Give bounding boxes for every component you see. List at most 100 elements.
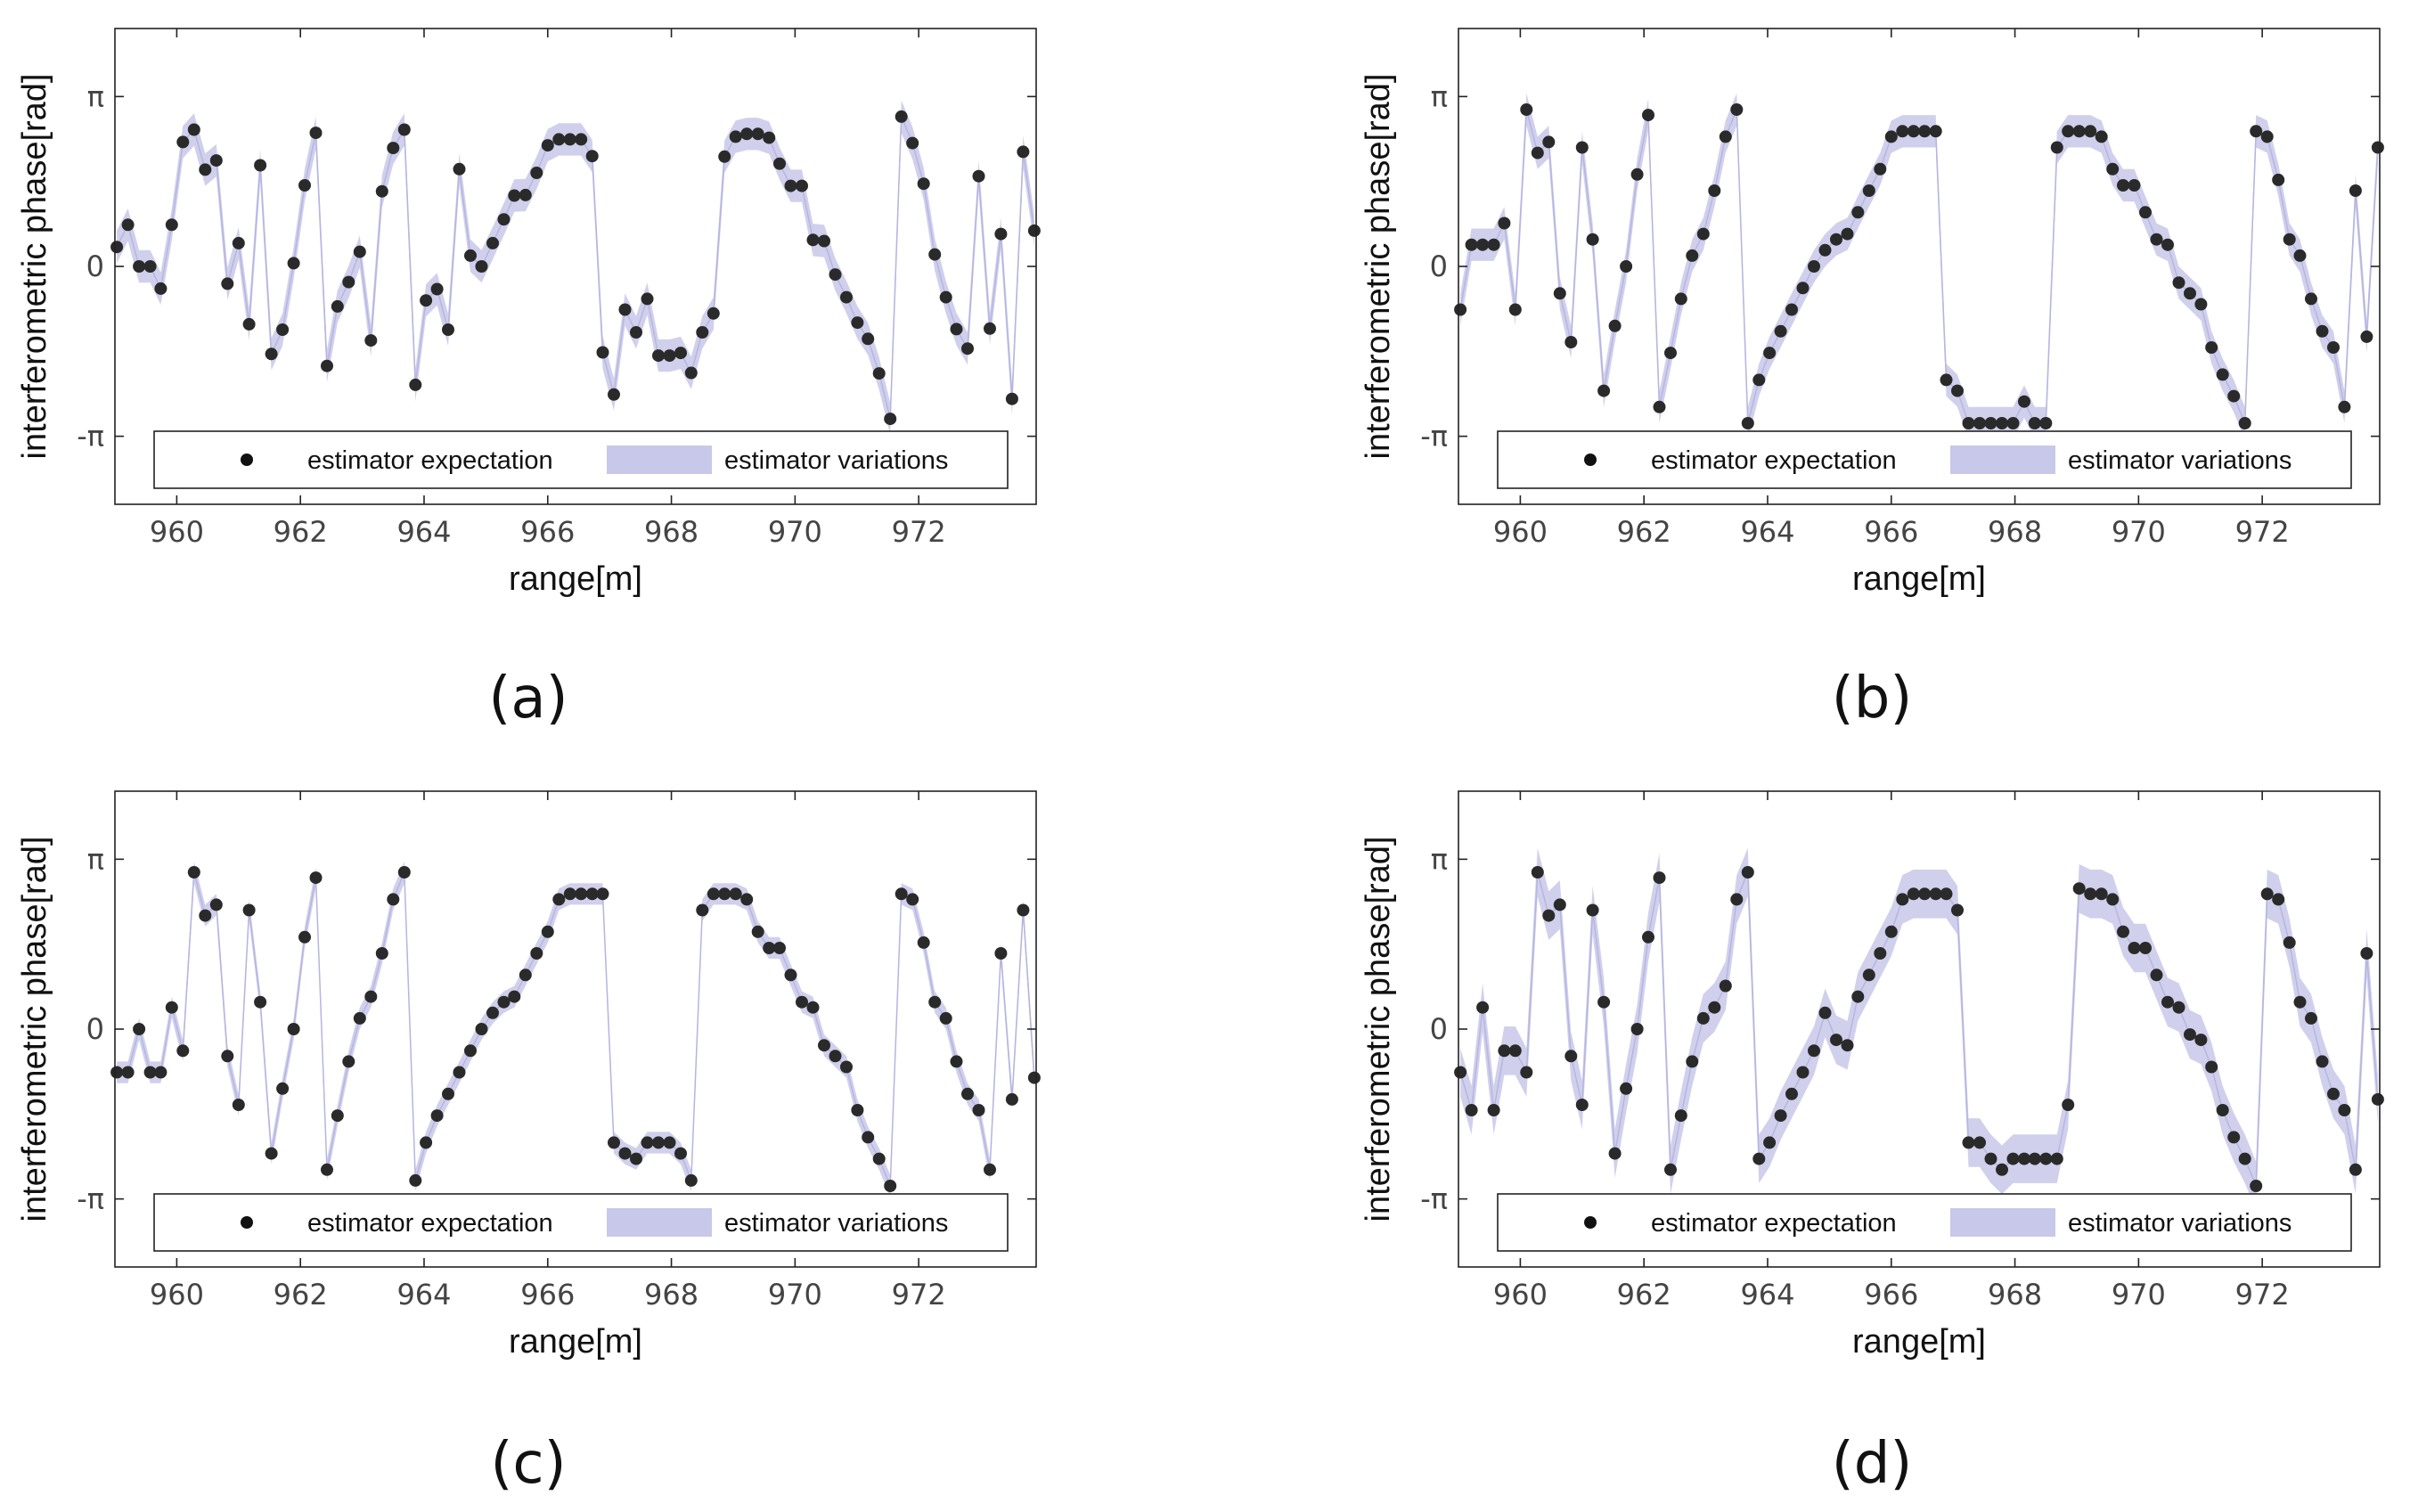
- data-point: [2006, 1152, 2020, 1165]
- data-point: [763, 942, 776, 954]
- data-point: [2305, 1011, 2317, 1025]
- data-point: [2139, 206, 2152, 219]
- chart-panel-3: 960 962 964 966 968 970 972 π 0 -π range[m] interfe…: [16, 790, 1041, 1497]
- data-point: [121, 1066, 135, 1079]
- data-point: [2161, 238, 2174, 251]
- data-point: [1664, 347, 1677, 360]
- data-point: [298, 179, 311, 192]
- data-point: [840, 290, 853, 304]
- data-point: [1830, 1034, 1842, 1047]
- data-point: [2128, 942, 2141, 954]
- data-point: [420, 294, 433, 307]
- data-point: [1907, 887, 1920, 901]
- data-point: [199, 163, 212, 176]
- data-point: [608, 1136, 620, 1149]
- data-point: [1553, 898, 1566, 911]
- x-tick-label: 970: [768, 1278, 822, 1312]
- legend-swatch-variations: [607, 445, 712, 474]
- data-point: [2238, 417, 2251, 429]
- data-point: [1796, 282, 1810, 295]
- data-point: [872, 1152, 886, 1165]
- x-tick-label: 964: [396, 515, 451, 549]
- x-tick-label: 968: [644, 515, 698, 549]
- x-tick-label: 970: [768, 515, 822, 549]
- data-point: [917, 177, 930, 191]
- y-tick-label: π: [1431, 79, 1448, 113]
- data-point: [1686, 1055, 1699, 1068]
- data-point: [884, 413, 897, 426]
- data-point: [1818, 243, 1832, 257]
- data-point: [2338, 400, 2351, 413]
- legend-box: [1497, 1193, 2352, 1252]
- data-point: [1653, 400, 1666, 413]
- data-point: [519, 968, 532, 982]
- data-point: [862, 1131, 875, 1144]
- data-point: [2018, 395, 2030, 408]
- data-point: [1907, 125, 1920, 138]
- data-point: [287, 257, 300, 270]
- data-point: [1696, 1011, 1710, 1025]
- data-point: [1996, 417, 2008, 429]
- data-point: [575, 887, 588, 901]
- data-point: [1719, 979, 1732, 993]
- data-point: [563, 887, 576, 901]
- data-point: [2039, 417, 2053, 429]
- data-point: [2327, 341, 2340, 354]
- data-point: [187, 866, 200, 879]
- data-point: [1851, 206, 1865, 219]
- data-point: [1017, 903, 1030, 917]
- data-point: [751, 127, 764, 141]
- data-point: [1027, 224, 1041, 237]
- data-point: [984, 322, 996, 335]
- x-tick-label: 968: [1988, 1278, 2042, 1312]
- x-tick-label: 964: [1740, 515, 1794, 549]
- data-point: [596, 887, 609, 901]
- data-point: [1608, 319, 1622, 332]
- data-point: [1575, 141, 1589, 154]
- plot-area: [1458, 29, 2380, 504]
- data-point: [585, 887, 599, 901]
- legend-swatch-variations: [607, 1208, 712, 1237]
- data-point: [2072, 125, 2086, 138]
- data-point: [2150, 233, 2163, 246]
- data-point: [1674, 1109, 1687, 1123]
- data-point: [763, 131, 776, 144]
- data-point: [552, 893, 566, 906]
- data-point: [375, 947, 388, 960]
- data-point: [718, 150, 731, 163]
- y-tick-label: -π: [77, 420, 104, 454]
- data-point: [209, 898, 223, 911]
- data-point: [2062, 1099, 2075, 1111]
- data-point: [430, 282, 444, 296]
- data-point: [1918, 125, 1932, 138]
- data-point: [884, 1180, 897, 1192]
- data-point: [1874, 947, 1887, 960]
- data-point: [265, 347, 278, 361]
- data-point: [541, 139, 554, 152]
- legend-label-variations: estimator variations: [2068, 1209, 2292, 1238]
- data-point: [674, 347, 687, 360]
- data-point: [961, 1087, 974, 1100]
- data-point: [696, 903, 709, 917]
- data-point: [1730, 893, 1744, 906]
- data-point: [895, 887, 908, 901]
- data-point: [1962, 1136, 1975, 1149]
- data-point: [1686, 249, 1699, 262]
- x-tick-label: 966: [1864, 515, 1918, 549]
- data-point: [1454, 1066, 1467, 1079]
- legend-label-expectation: estimator expectation: [1651, 1209, 1897, 1238]
- data-point: [2006, 417, 2020, 429]
- data-point: [994, 947, 1008, 960]
- data-point: [630, 326, 642, 339]
- data-point: [1818, 1006, 1832, 1019]
- data-point: [972, 1104, 985, 1116]
- panel-caption: (a): [488, 666, 568, 731]
- data-point: [806, 1001, 820, 1014]
- data-point: [1752, 1152, 1766, 1165]
- data-point: [387, 893, 400, 906]
- data-point: [508, 189, 521, 202]
- data-point: [2371, 1092, 2384, 1106]
- data-point: [1951, 384, 1964, 397]
- legend-label-expectation: estimator expectation: [1651, 446, 1897, 475]
- data-point: [420, 1136, 433, 1149]
